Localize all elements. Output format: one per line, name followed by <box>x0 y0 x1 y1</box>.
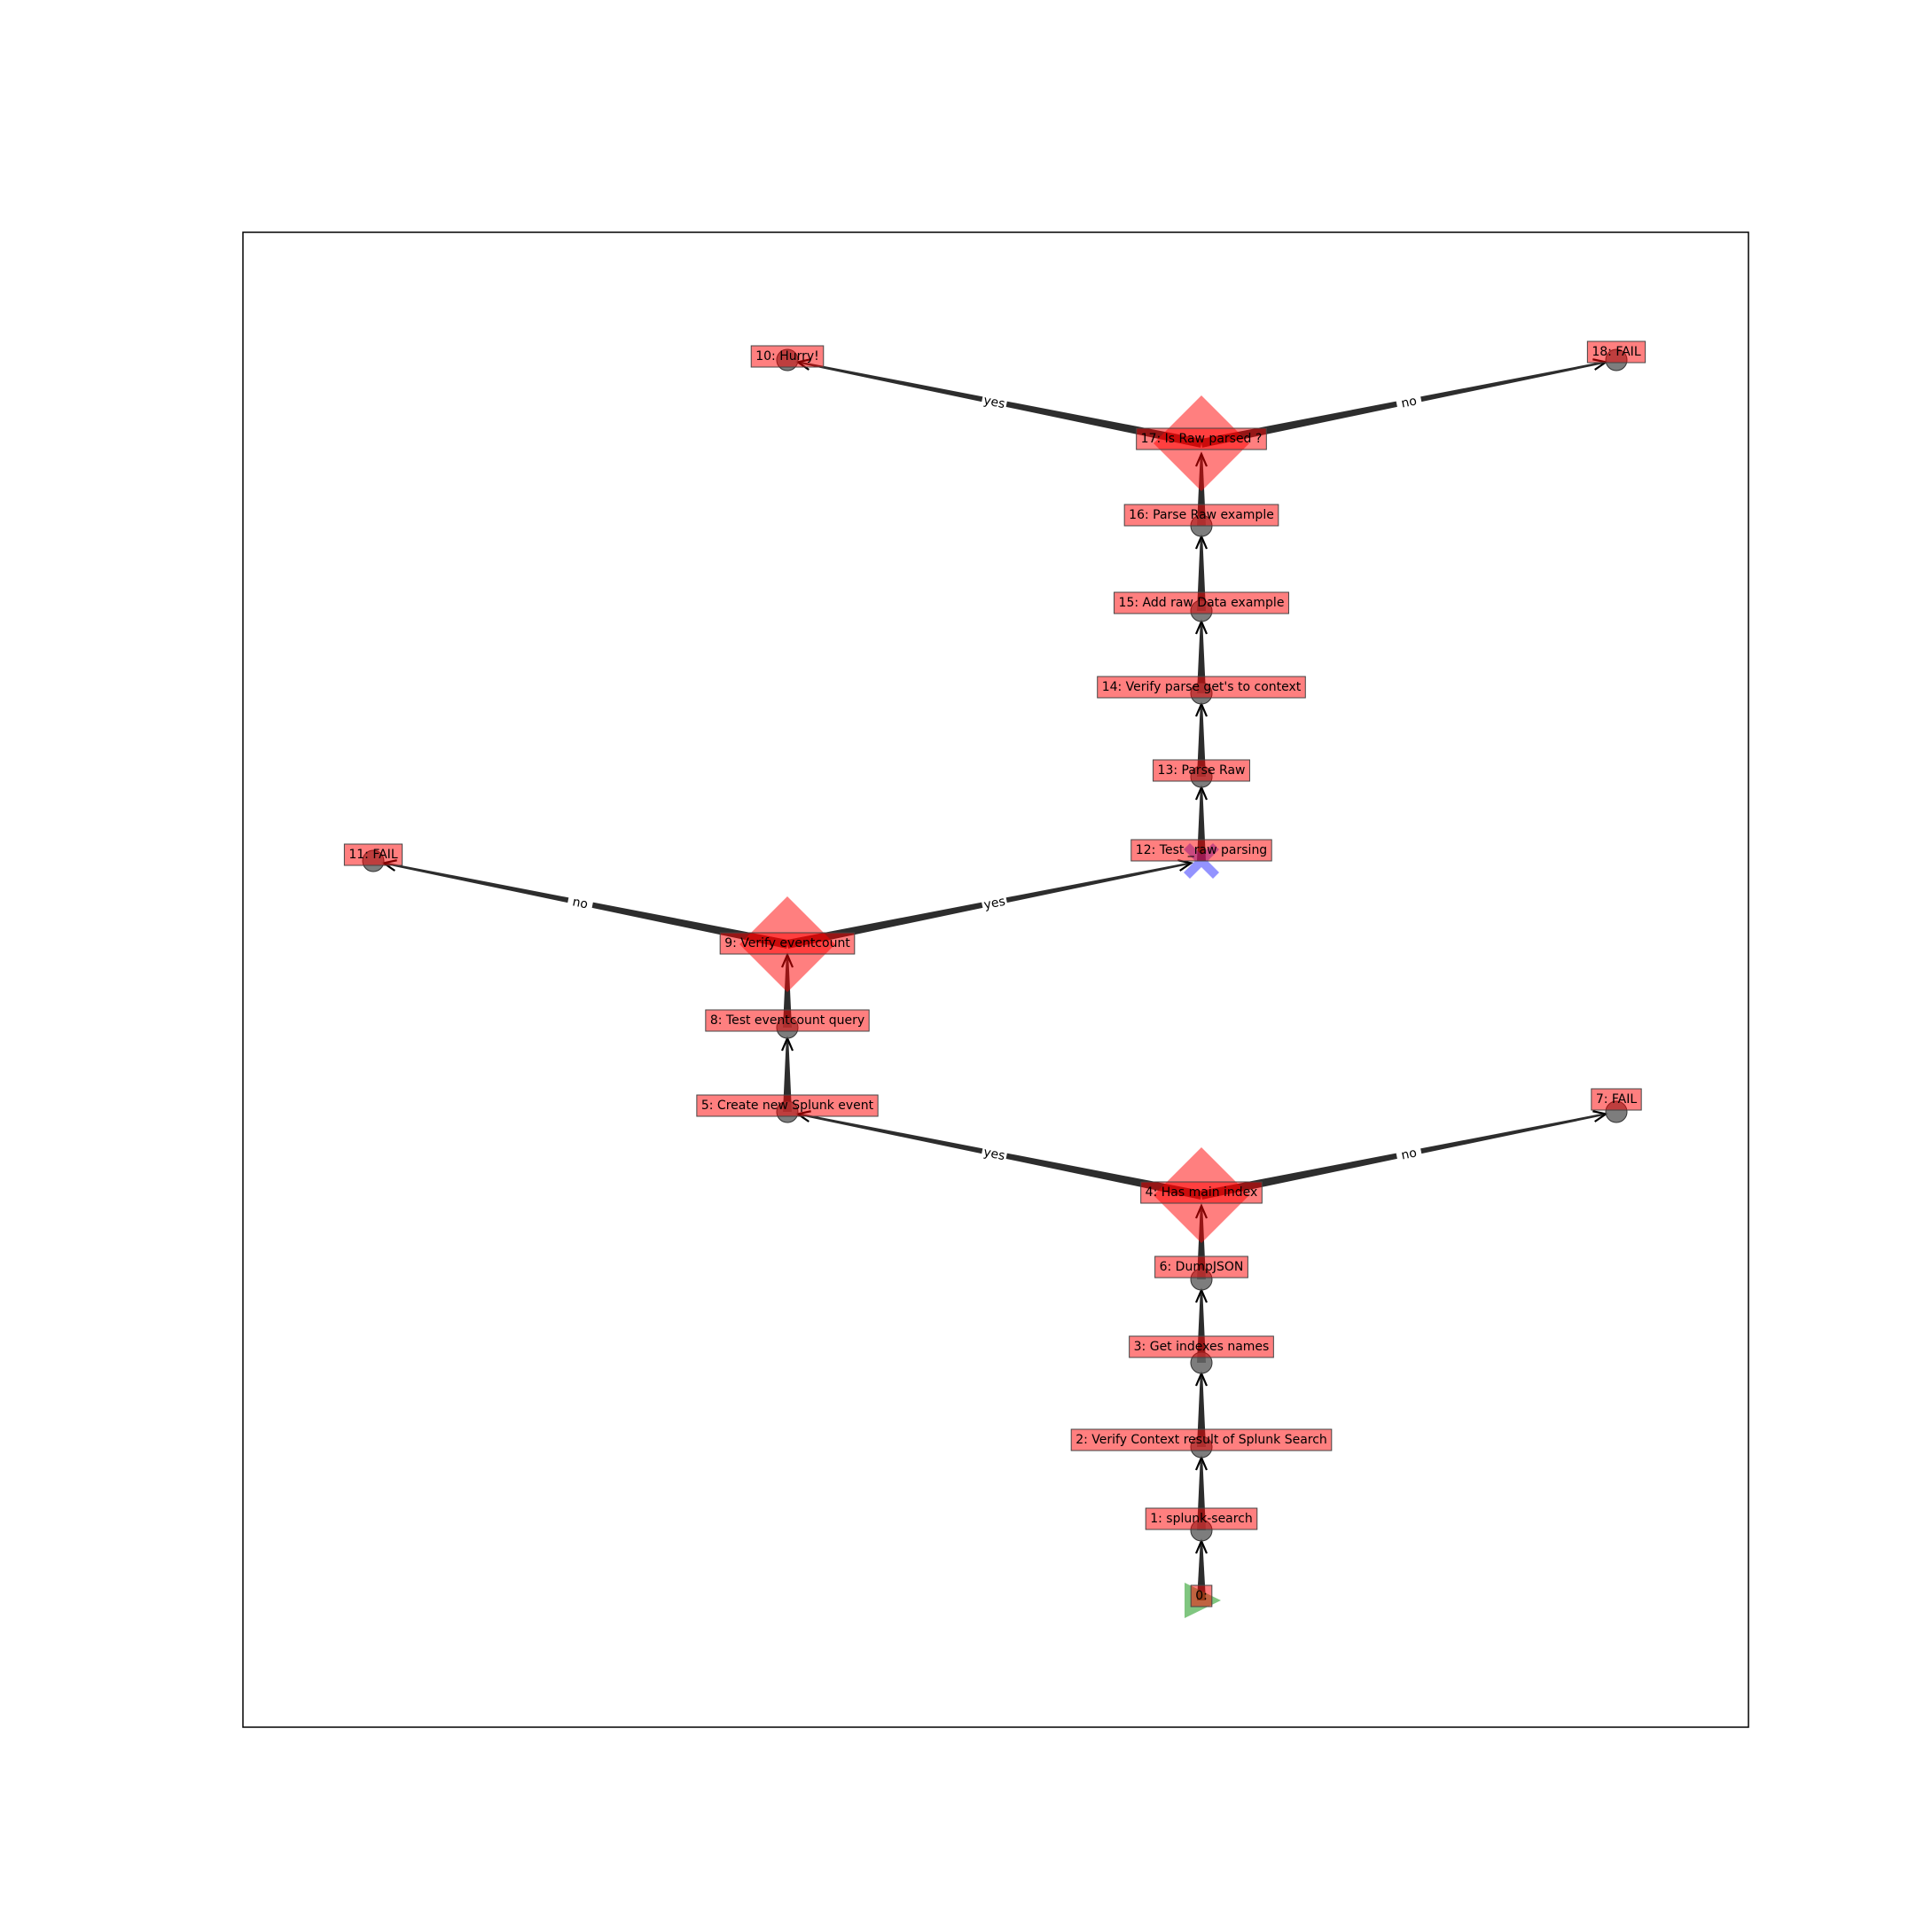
node-label-1: 1: splunk-search <box>1145 1507 1258 1530</box>
edge-13-14 <box>1197 704 1206 777</box>
node-label-text: 3: Get indexes names <box>1134 1340 1270 1354</box>
node-label-6: 6: DumpJSON <box>1154 1255 1248 1279</box>
node-label-13: 13: Parse Raw <box>1153 759 1250 782</box>
node-label-16: 16: Parse Raw example <box>1123 504 1279 527</box>
node-label-text: 12: Test _raw parsing <box>1136 843 1267 857</box>
node-label-text: 16: Parse Raw example <box>1129 508 1274 522</box>
node-label-box <box>1154 1255 1248 1279</box>
node-label-box <box>696 1094 879 1117</box>
node-label-4: 4: Has main index <box>1140 1181 1263 1204</box>
node-label-box <box>750 345 825 368</box>
node-label-text: 13: Parse Raw <box>1158 763 1246 778</box>
node-label-box <box>1129 1335 1274 1358</box>
node-label-box <box>705 1009 870 1032</box>
edge-label-text: no <box>571 895 589 911</box>
edge-label-4-5: yes <box>980 1143 1009 1164</box>
node-label-box <box>1140 1181 1263 1204</box>
node-label-box <box>1145 1507 1258 1530</box>
node-label-box <box>343 843 403 866</box>
plot-frame <box>242 231 1749 1728</box>
node-label-0: 0: <box>1190 1584 1213 1607</box>
edge-label-text: yes <box>982 1146 1006 1163</box>
edge-label-9-11: no <box>566 892 595 913</box>
nodes-layer <box>362 348 1628 1618</box>
node-label-17: 17: Is Raw parsed ? <box>1136 427 1267 450</box>
edges-layer <box>381 358 1608 1600</box>
node-label-text: 7: FAIL <box>1596 1092 1638 1107</box>
node-label-text: 10: Hurry! <box>755 349 819 364</box>
edge-label-text: yes <box>982 394 1006 411</box>
node-label-box <box>1591 1088 1642 1111</box>
node-label-2: 2: Verify Context result of Splunk Searc… <box>1070 1428 1333 1451</box>
node-label-9: 9: Verify eventcount <box>719 932 856 955</box>
node-label-7: 7: FAIL <box>1591 1088 1642 1111</box>
edge-label-4-7: no <box>1395 1143 1423 1164</box>
node-label-5: 5: Create new Splunk event <box>696 1094 879 1117</box>
edge-labels-layer: yes no yes no yes no <box>566 391 1423 1164</box>
node-label-10: 10: Hurry! <box>750 345 825 368</box>
node-label-12: 12: Test _raw parsing <box>1130 839 1272 862</box>
node-label-3: 3: Get indexes names <box>1129 1335 1274 1358</box>
node-label-18: 18: FAIL <box>1586 340 1647 364</box>
node-label-text: 17: Is Raw parsed ? <box>1141 432 1263 446</box>
node-label-box <box>1070 1428 1333 1451</box>
node-label-text: 4: Has main index <box>1146 1185 1258 1200</box>
edge-5-8 <box>783 1038 792 1112</box>
node-label-box <box>1586 340 1647 364</box>
node-label-text: 15: Add raw Data example <box>1119 596 1285 610</box>
edge-label-text: no <box>1400 394 1418 411</box>
node-label-box <box>1153 759 1250 782</box>
node-label-text: 1: splunk-search <box>1150 1512 1253 1526</box>
labels-layer: 0: 1: splunk-search 2: Verify Context resu… <box>343 340 1647 1607</box>
node-label-box <box>1130 839 1272 862</box>
node-label-box <box>1123 504 1279 527</box>
node-label-box <box>1097 676 1306 699</box>
node-label-box <box>1190 1584 1213 1607</box>
node-label-11: 11: FAIL <box>343 843 403 866</box>
node-label-text: 2: Verify Context result of Splunk Searc… <box>1076 1433 1327 1447</box>
edge-label-text: yes <box>982 895 1006 912</box>
edge-label-17-10: yes <box>980 391 1009 412</box>
edge-label-text: no <box>1400 1146 1418 1162</box>
node-label-text: 18: FAIL <box>1592 345 1640 359</box>
edge-label-9-12: yes <box>980 892 1009 913</box>
node-label-text: 8: Test eventcount query <box>710 1013 864 1028</box>
edge-14-15 <box>1197 622 1206 693</box>
node-label-box <box>719 932 856 955</box>
node-label-text: 9: Verify eventcount <box>724 936 850 950</box>
node-label-text: 6: DumpJSON <box>1160 1260 1244 1274</box>
node-label-text: 0: <box>1195 1589 1208 1603</box>
edge-label-17-18: no <box>1395 391 1423 412</box>
node-label-box <box>1136 427 1267 450</box>
node-label-text: 14: Verify parse get's to context <box>1102 680 1302 694</box>
node-label-15: 15: Add raw Data example <box>1114 591 1289 614</box>
node-label-14: 14: Verify parse get's to context <box>1097 676 1306 699</box>
node-label-text: 5: Create new Splunk event <box>701 1099 874 1113</box>
node-label-text: 11: FAIL <box>348 848 397 862</box>
node-label-box <box>1114 591 1289 614</box>
node-label-8: 8: Test eventcount query <box>705 1009 870 1032</box>
edge-2-3 <box>1197 1373 1206 1447</box>
